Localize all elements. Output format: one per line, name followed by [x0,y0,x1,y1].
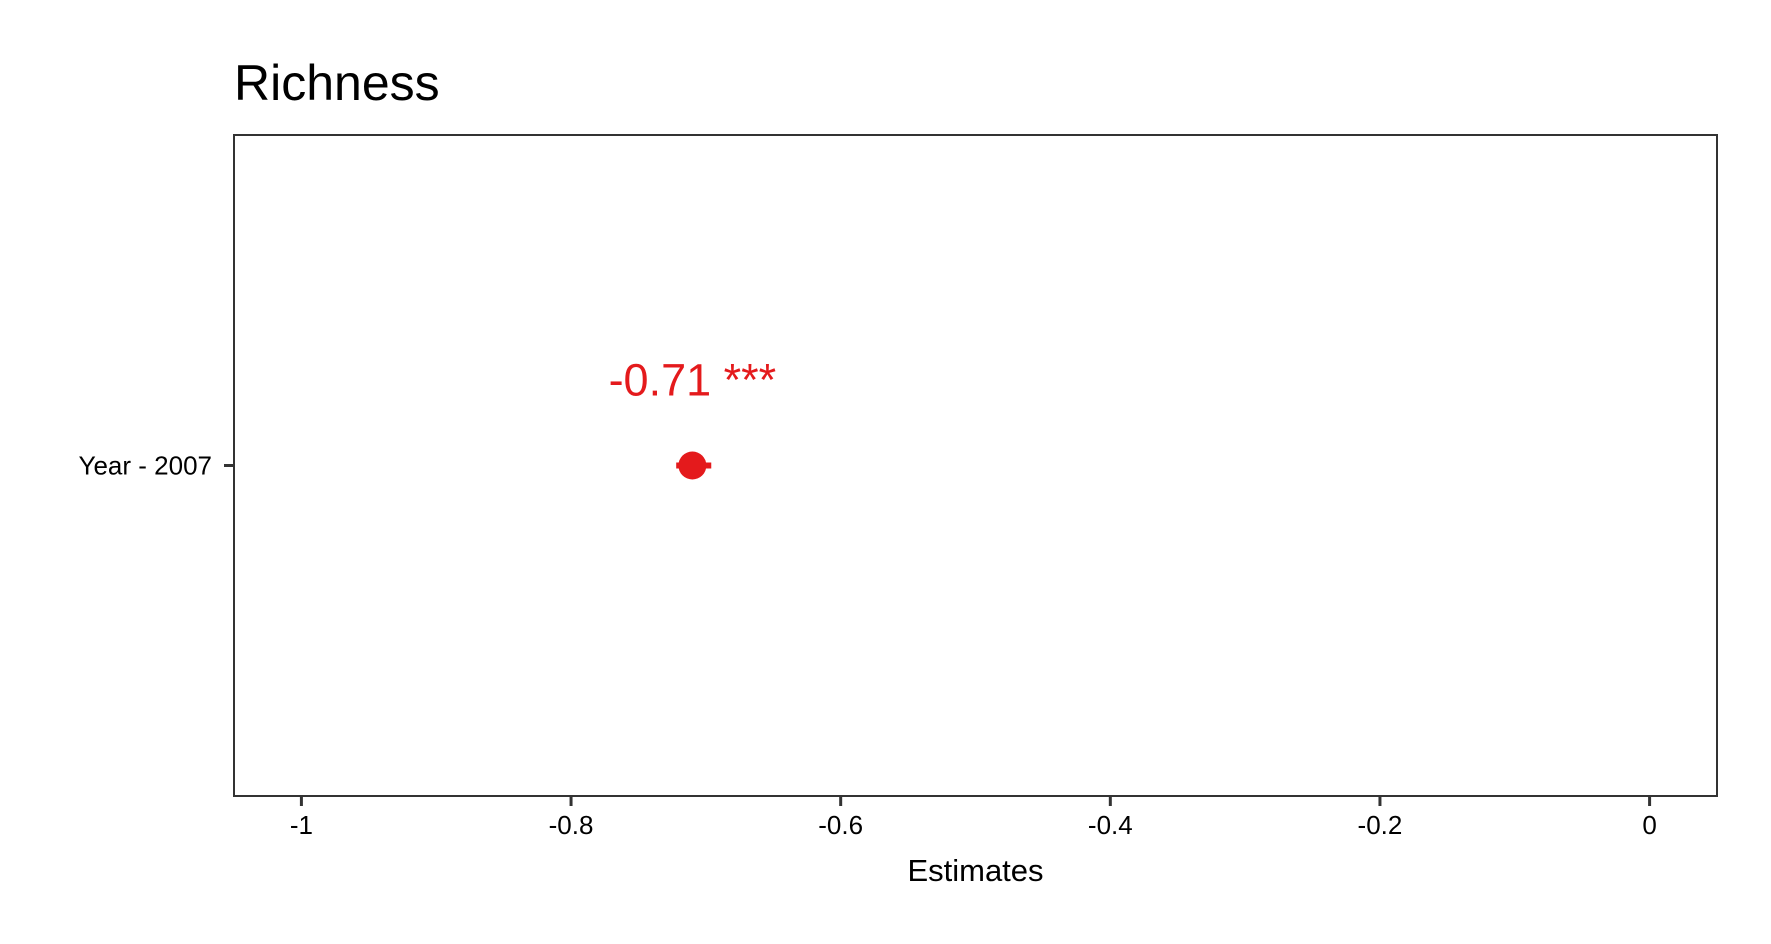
estimate-point [678,451,707,480]
x-axis-title: Estimates [907,853,1043,888]
x-tick-label: -0.2 [1358,810,1403,840]
x-tick-label: -0.6 [818,810,863,840]
x-axis: -1 -0.8 -0.6 -0.4 -0.2 0 [290,796,1657,840]
x-tick-label: 0 [1642,810,1656,840]
y-tick-label: Year - 2007 [79,451,212,481]
x-tick-label: -0.8 [549,810,594,840]
x-tick-label: -1 [290,810,313,840]
chart-title: Richness [234,55,440,111]
data-marks: -0.71 *** [609,355,777,480]
value-label: -0.71 *** [609,355,777,406]
x-tick-label: -0.4 [1088,810,1133,840]
plot-panel [233,134,1718,797]
y-axis: Year - 2007 [79,451,234,481]
